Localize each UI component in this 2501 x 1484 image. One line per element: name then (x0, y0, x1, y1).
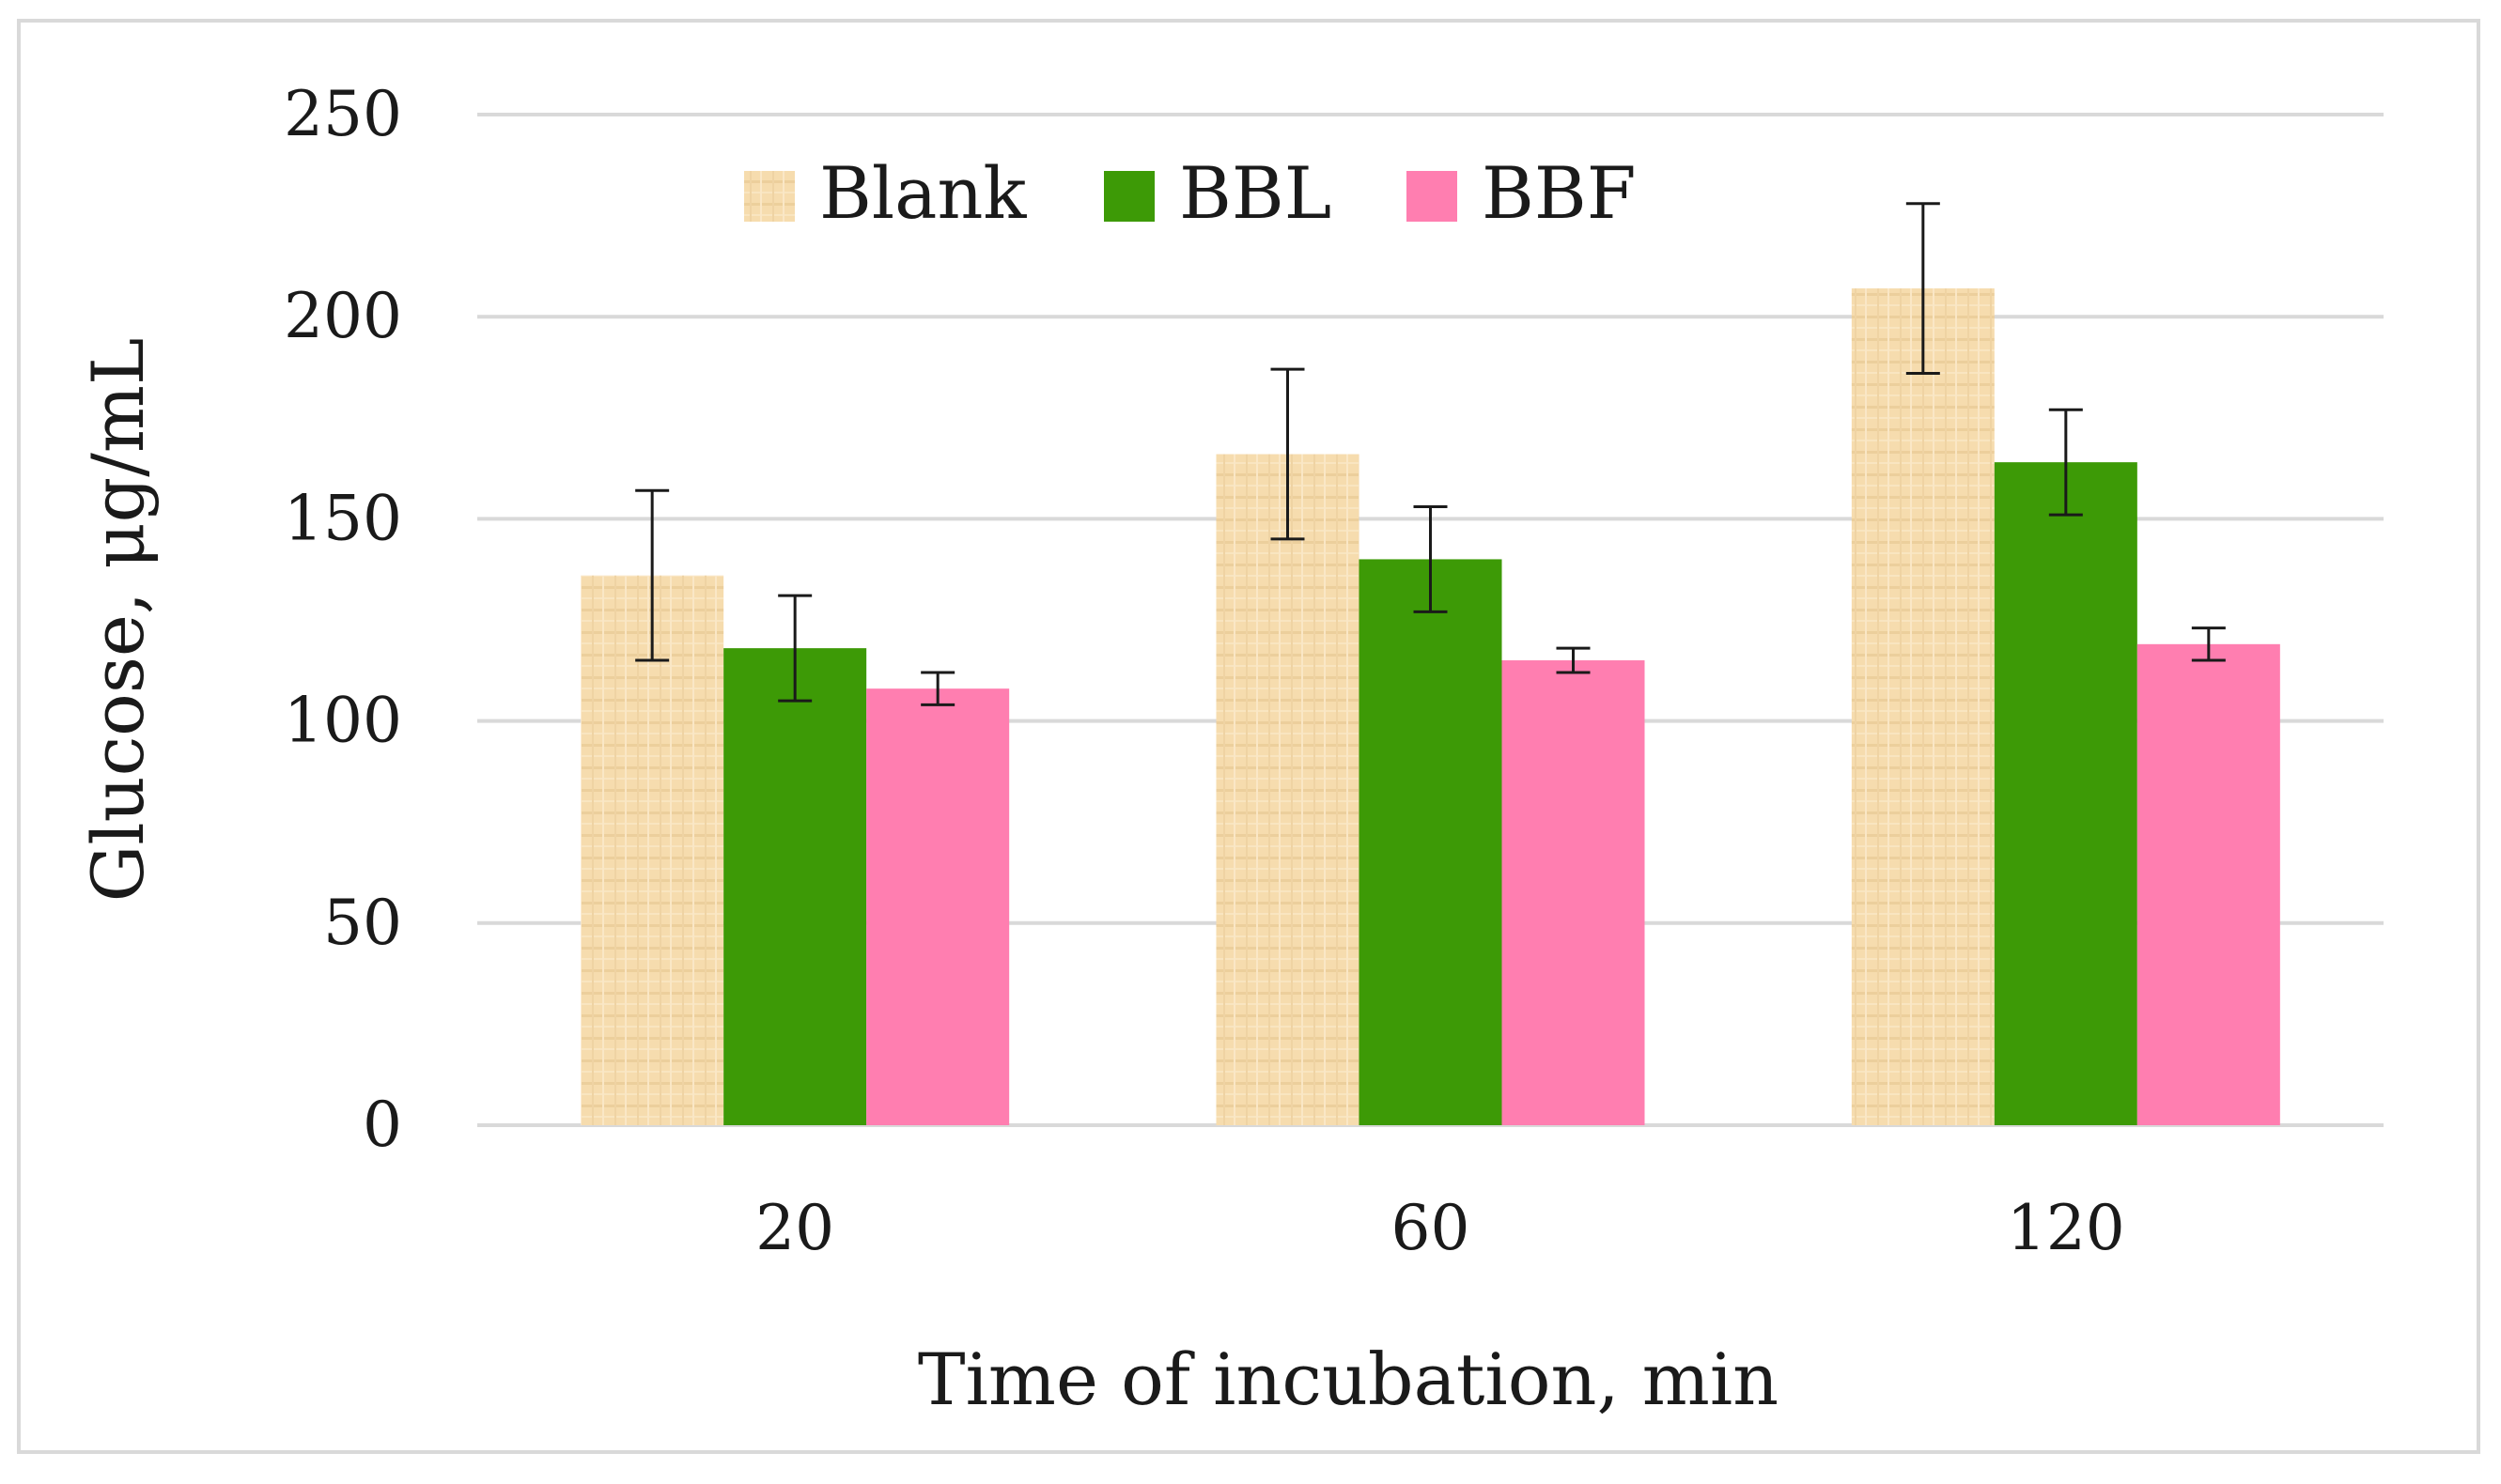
legend-swatch-bbl (1104, 171, 1155, 222)
bar-blank-20 (581, 575, 724, 1125)
x-tick-label: 120 (2007, 1192, 2125, 1264)
legend-label-bbl: BBL (1179, 151, 1331, 235)
x-tick-label: 20 (755, 1192, 834, 1264)
bar-bbl-120 (1994, 462, 2137, 1125)
y-tick-label: 50 (323, 887, 402, 959)
y-tick-label: 200 (284, 280, 402, 352)
legend: Blank BBL BBF (744, 151, 1636, 235)
x-tick-labels: 20 60 120 (755, 1192, 2125, 1264)
bar-bbl-20 (723, 648, 867, 1125)
bar-bbf-120 (2136, 643, 2280, 1125)
legend-swatch-blank (744, 171, 795, 222)
error-bars (635, 202, 2226, 706)
y-tick-label: 0 (363, 1089, 402, 1161)
legend-swatch-bbf (1406, 171, 1457, 222)
y-tick-label: 250 (284, 78, 402, 150)
y-tick-label: 150 (284, 482, 402, 554)
bar-bbf-20 (866, 688, 1010, 1125)
x-tick-label: 60 (1391, 1192, 1470, 1264)
bar-bbf-60 (1501, 660, 1645, 1125)
bar-blank-120 (1851, 288, 1995, 1125)
bar-bbl-60 (1359, 559, 1502, 1125)
y-tick-label: 100 (284, 685, 402, 757)
y-tick-labels: 0 50 100 150 200 250 (284, 78, 402, 1161)
legend-label-blank: Blank (819, 151, 1027, 235)
x-axis-title: Time of incubation, min (918, 1337, 1779, 1421)
legend-label-bbf: BBF (1482, 151, 1636, 235)
bar-blank-60 (1216, 454, 1359, 1125)
bars (581, 288, 2280, 1125)
y-axis-title: Glucose, μg/mL (76, 338, 160, 903)
